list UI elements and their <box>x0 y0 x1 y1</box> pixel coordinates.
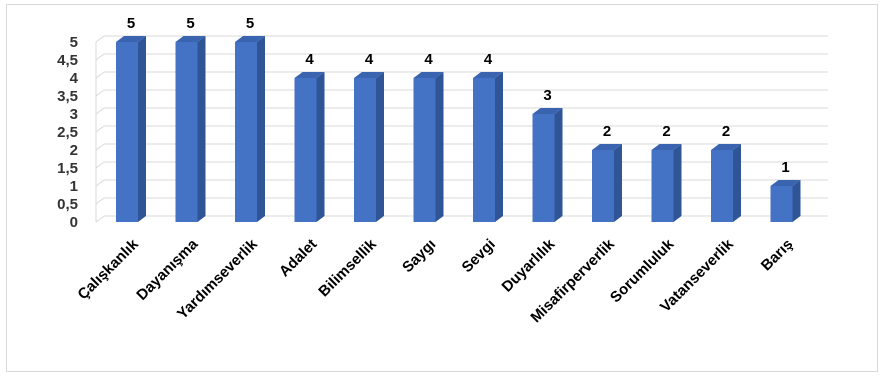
bar-top <box>175 36 206 42</box>
y-tick-label: 3,5 <box>57 88 78 105</box>
bar-top <box>532 108 563 114</box>
bar-top <box>770 180 801 186</box>
bar-side <box>376 72 384 222</box>
y-tick-label: 4,5 <box>57 52 78 69</box>
bar-side <box>138 36 146 222</box>
gridline-depth <box>95 179 105 187</box>
gridline-depth <box>95 143 105 151</box>
y-tick-label: 1,5 <box>57 160 78 177</box>
bar-top <box>116 36 146 42</box>
gridline-depth <box>95 89 105 97</box>
bar-side <box>792 180 801 222</box>
bar-top <box>651 144 682 150</box>
data-label: 5 <box>186 15 194 32</box>
y-tick-label: 2 <box>70 142 78 159</box>
bar-top <box>235 36 265 42</box>
data-label: 2 <box>603 123 611 140</box>
bar-side <box>495 72 503 222</box>
y-tick-label: 3 <box>70 106 78 123</box>
data-label: 1 <box>781 159 789 176</box>
bar <box>711 150 733 222</box>
data-label: 4 <box>305 51 314 68</box>
gridline-depth <box>95 197 105 205</box>
y-tick-label: 5 <box>70 34 78 51</box>
bar <box>532 114 555 222</box>
data-label: 5 <box>246 15 254 32</box>
gridline-depth <box>95 71 105 79</box>
y-tick-label: 1 <box>70 178 78 195</box>
bar-top <box>354 72 384 78</box>
data-label: 5 <box>127 15 135 32</box>
bar-top <box>711 144 741 150</box>
data-label: 4 <box>365 51 374 68</box>
y-tick-label: 0,5 <box>57 196 78 213</box>
bar <box>235 42 257 222</box>
bar-side <box>733 144 741 222</box>
gridline-depth <box>95 35 105 43</box>
bar-side <box>257 36 265 222</box>
x-category-label: Bilimsellik <box>315 235 380 300</box>
data-label: 2 <box>662 123 670 140</box>
bar-side <box>614 144 622 222</box>
y-tick-label: 4 <box>70 70 79 87</box>
bar <box>473 78 495 222</box>
y-tick-label: 0 <box>70 214 78 231</box>
x-category-label: Adalet <box>276 236 320 280</box>
gridline-depth <box>95 215 105 223</box>
bar-top <box>413 72 444 78</box>
x-category-label: Saygı <box>399 236 439 276</box>
bar-top <box>473 72 503 78</box>
y-tick-label: 2,5 <box>57 124 78 141</box>
bar <box>651 150 674 222</box>
data-label: 2 <box>722 123 730 140</box>
gridline-depth <box>95 107 105 115</box>
bar-side <box>316 72 325 222</box>
bar-top <box>294 72 325 78</box>
bar <box>413 78 436 222</box>
bar <box>116 42 138 222</box>
gridline-depth <box>95 53 105 61</box>
gridline-depth <box>95 125 105 133</box>
bar-side <box>435 72 444 222</box>
x-category-label: Çalışkanlık <box>74 235 142 303</box>
bar <box>294 78 317 222</box>
data-label: 4 <box>484 51 493 68</box>
bar <box>354 78 376 222</box>
bar-side <box>554 108 563 222</box>
bar <box>175 42 198 222</box>
data-label: 4 <box>424 51 433 68</box>
bar <box>592 150 614 222</box>
x-category-label: Duyarlılık <box>499 235 559 295</box>
data-label: 3 <box>543 87 551 104</box>
bar-side <box>673 144 682 222</box>
bar-side <box>197 36 206 222</box>
gridline-depth <box>95 161 105 169</box>
bar-top <box>592 144 622 150</box>
x-category-label: Sevgi <box>459 236 499 276</box>
x-category-label: Barış <box>758 236 797 275</box>
bar <box>770 186 793 222</box>
